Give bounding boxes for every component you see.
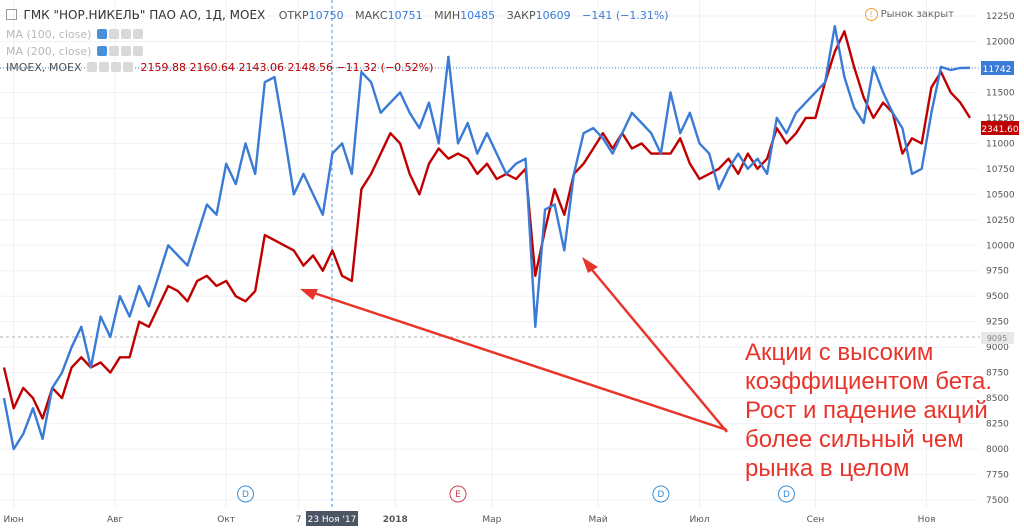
y-tick-label: 11250 (986, 114, 1015, 124)
low-value: 10485 (460, 9, 496, 22)
warning-icon: ! (864, 8, 878, 21)
low-label: МИН (434, 9, 461, 22)
event-marker[interactable] (652, 485, 670, 503)
price-tag-gmk-text: 11742 (983, 65, 1012, 75)
y-tick-label: 10250 (986, 216, 1015, 226)
y-tick-label: 11500 (986, 88, 1015, 98)
high-value: 10751 (387, 9, 423, 22)
arrow-head-left (300, 289, 318, 300)
event-marker-label: E (455, 490, 461, 500)
high-label: МАКС (355, 9, 388, 22)
x-tick-label: Мар (482, 515, 501, 525)
arrow-head-right (582, 257, 598, 273)
x-tick-label: Июн (4, 515, 24, 525)
event-marker-label: D (783, 490, 790, 500)
x-tick-label: Июл (689, 515, 709, 525)
crosshair-date-text: 23 Ноя '17 (308, 515, 357, 525)
crosshair-date-label: 23 Ноя '17 (306, 511, 358, 526)
event-marker[interactable] (449, 485, 467, 503)
close-icon[interactable] (132, 29, 143, 39)
x-axis: Июн Авг Окт 7 2018 Мар Май Июл Сен Ноя (4, 515, 936, 525)
close-label: ЗАКР (506, 9, 536, 22)
y-tick-label: 9500 (986, 292, 1009, 302)
imoex-legend[interactable]: IMOEX, MOEX 2159.88 2160.64 2143.06 2148… (6, 61, 433, 74)
y-tick-label: 12000 (986, 37, 1015, 47)
price-tag-imoex-text: 2341.60 (981, 125, 1018, 135)
y-tick-label: 8250 (986, 420, 1009, 430)
add-icon[interactable] (111, 62, 122, 72)
event-marker-label: D (242, 490, 249, 500)
y-axis: 7500 7750 8000 8250 8500 8750 9000 9250 9500 9750… (986, 12, 1015, 506)
ma200-label: MA (200, close) (6, 45, 92, 58)
y-tick-label: 9250 (986, 318, 1009, 328)
symbol-title: ГМК "НОР.НИКЕЛЬ" ПАО АО, 1Д, MOEX (23, 8, 266, 22)
y-tick-label: 11000 (986, 139, 1015, 149)
price-tag-dashed-text: 9095 (987, 334, 1007, 343)
x-tick-label: Окт (217, 515, 235, 525)
add-icon[interactable] (120, 46, 131, 56)
eye-icon[interactable] (96, 29, 107, 39)
close-icon[interactable] (132, 46, 143, 56)
imoex-values: 2159.88 2160.64 2143.06 2148.56 −11.32 (… (140, 61, 434, 74)
price-tag-dashed: 9095 (981, 332, 1014, 344)
ma200-legend[interactable]: MA (200, close) (6, 45, 143, 58)
ma100-legend[interactable]: MA (100, close) (6, 28, 143, 41)
annotation-arrows (300, 257, 728, 433)
event-marker[interactable] (237, 485, 254, 503)
settings-icon[interactable] (108, 46, 119, 56)
imoex-series-line (2, 30, 972, 420)
ma100-label: MA (100, close) (6, 28, 92, 41)
gmk-series-line (2, 25, 971, 451)
x-tick-label: Май (589, 515, 608, 525)
open-label: ОТКР (278, 9, 309, 22)
y-tick-label: 10000 (986, 241, 1015, 251)
x-tick-label: Авг (107, 515, 123, 525)
y-tick-label: 10500 (986, 190, 1015, 200)
price-tag-gmk: 11742 (981, 61, 1014, 75)
market-status: ! Рынок закрыт (864, 8, 954, 21)
event-marker-label: D (657, 490, 664, 500)
settings-icon[interactable] (108, 29, 119, 39)
symbol-legend[interactable]: ГМК "НОР.НИКЕЛЬ" ПАО АО, 1Д, MOEX ОТКР10… (6, 8, 669, 22)
x-tick-label: Сен (807, 515, 825, 525)
x-tick-label: 2018 (383, 515, 408, 525)
price-tag-imoex: 2341.60 (981, 121, 1019, 135)
change-value: −141 (−1.31%) (582, 9, 669, 22)
event-marker[interactable] (777, 485, 795, 503)
y-tick-label: 8750 (986, 369, 1009, 379)
eye-icon[interactable] (96, 46, 107, 56)
collapse-icon[interactable] (6, 9, 17, 20)
y-tick-label: 7750 (986, 471, 1009, 481)
y-tick-label: 8000 (986, 445, 1009, 455)
y-tick-label: 7500 (986, 496, 1009, 506)
imoex-label: IMOEX, MOEX (6, 61, 82, 74)
x-tick-label: Ноя (918, 515, 936, 525)
open-value: 10750 (308, 9, 344, 22)
settings-icon[interactable] (99, 62, 110, 72)
y-tick-label: 8500 (986, 394, 1009, 404)
y-tick-label: 9750 (986, 267, 1009, 277)
market-status-text: Рынок закрыт (880, 9, 954, 20)
y-tick-label: 12250 (986, 12, 1015, 22)
x-tick-label: 7 (296, 515, 302, 525)
eye-icon[interactable] (87, 62, 98, 72)
y-tick-label: 9000 (986, 343, 1009, 353)
close-value: 10609 (535, 9, 571, 22)
annotation-text: Акции с высоким коэффициентом бета. Рост… (745, 339, 993, 482)
y-tick-label: 10750 (986, 165, 1015, 175)
close-icon[interactable] (123, 62, 134, 72)
add-icon[interactable] (120, 29, 131, 39)
